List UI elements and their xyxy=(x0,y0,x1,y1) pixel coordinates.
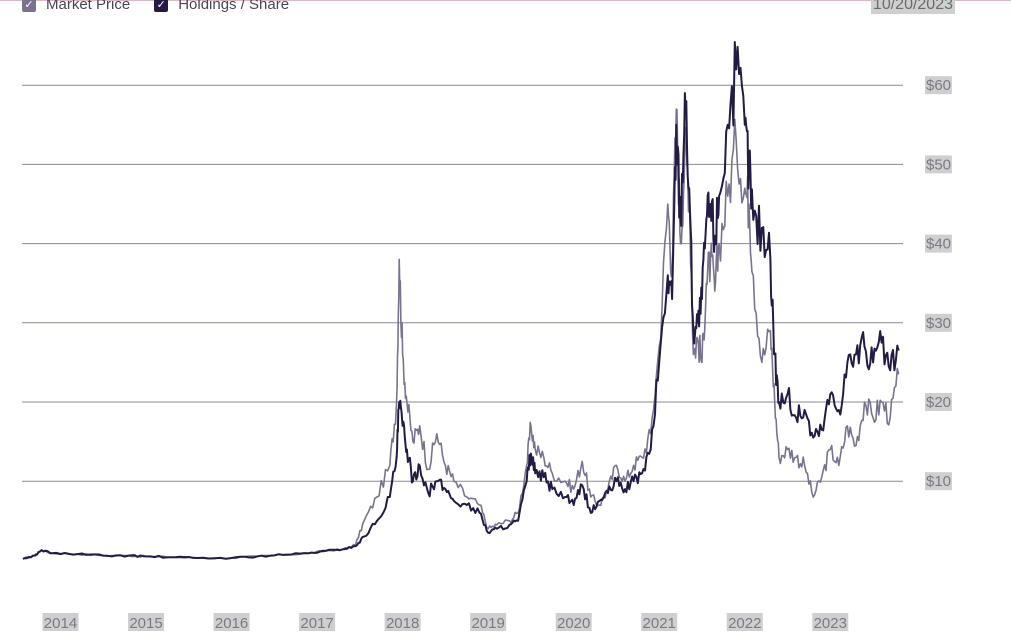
legend-item-market-price[interactable]: ✓ Market Price xyxy=(22,0,130,13)
legend-label-market-price: Market Price xyxy=(46,0,131,13)
x-tick-label: 2014 xyxy=(44,615,77,632)
y-tick-label: $40 xyxy=(926,236,951,253)
x-tick-label: 2017 xyxy=(300,615,333,632)
x-tick-label: 2016 xyxy=(215,615,248,632)
chart-legend: ✓ Market Price ✓ Holdings / Share xyxy=(22,0,289,13)
x-tick-label: 2021 xyxy=(643,615,676,632)
x-tick-label-bg xyxy=(384,613,421,631)
x-tick-label: 2019 xyxy=(471,615,504,632)
x-tick-label-bg xyxy=(299,613,336,631)
x-tick-label: 2022 xyxy=(728,615,761,632)
x-tick-label: 2015 xyxy=(129,615,162,632)
x-tick-label: 2023 xyxy=(814,615,847,632)
date-badge: 10/20/2023 xyxy=(870,0,955,14)
x-tick-label-bg xyxy=(726,613,763,631)
y-tick-label: $50 xyxy=(926,156,951,173)
y-tick-label-bg xyxy=(925,76,952,95)
x-tick-label-bg xyxy=(812,613,849,631)
x-tick-label: 2020 xyxy=(557,615,590,632)
x-tick-label-bg xyxy=(555,613,592,631)
y-tick-label: $30 xyxy=(926,315,951,332)
y-tick-label: $20 xyxy=(926,394,951,411)
legend-item-holdings-share[interactable]: ✓ Holdings / Share xyxy=(154,0,289,13)
x-tick-label-bg xyxy=(42,613,79,631)
y-tick-label: $60 xyxy=(926,77,951,94)
holdings-share-checkbox-icon[interactable]: ✓ xyxy=(154,0,169,12)
y-tick-label-bg xyxy=(925,234,952,253)
y-tick-label: $10 xyxy=(926,473,951,490)
y-tick-label-bg xyxy=(925,313,952,332)
y-tick-label-bg xyxy=(925,155,952,174)
series-line-holdings-share xyxy=(22,41,900,560)
x-tick-label-bg xyxy=(641,613,678,631)
y-tick-label-bg xyxy=(925,472,952,491)
x-tick-label-bg xyxy=(470,613,507,631)
legend-label-holdings-share: Holdings / Share xyxy=(178,0,290,13)
market-price-checkbox-icon[interactable]: ✓ xyxy=(22,0,36,12)
x-tick-label-bg xyxy=(128,613,165,631)
y-tick-label-bg xyxy=(925,393,952,411)
top-rule xyxy=(0,0,1011,1)
series-line-market-price xyxy=(22,108,900,560)
x-tick-label: 2018 xyxy=(386,615,419,632)
x-tick-label-bg xyxy=(213,613,250,631)
